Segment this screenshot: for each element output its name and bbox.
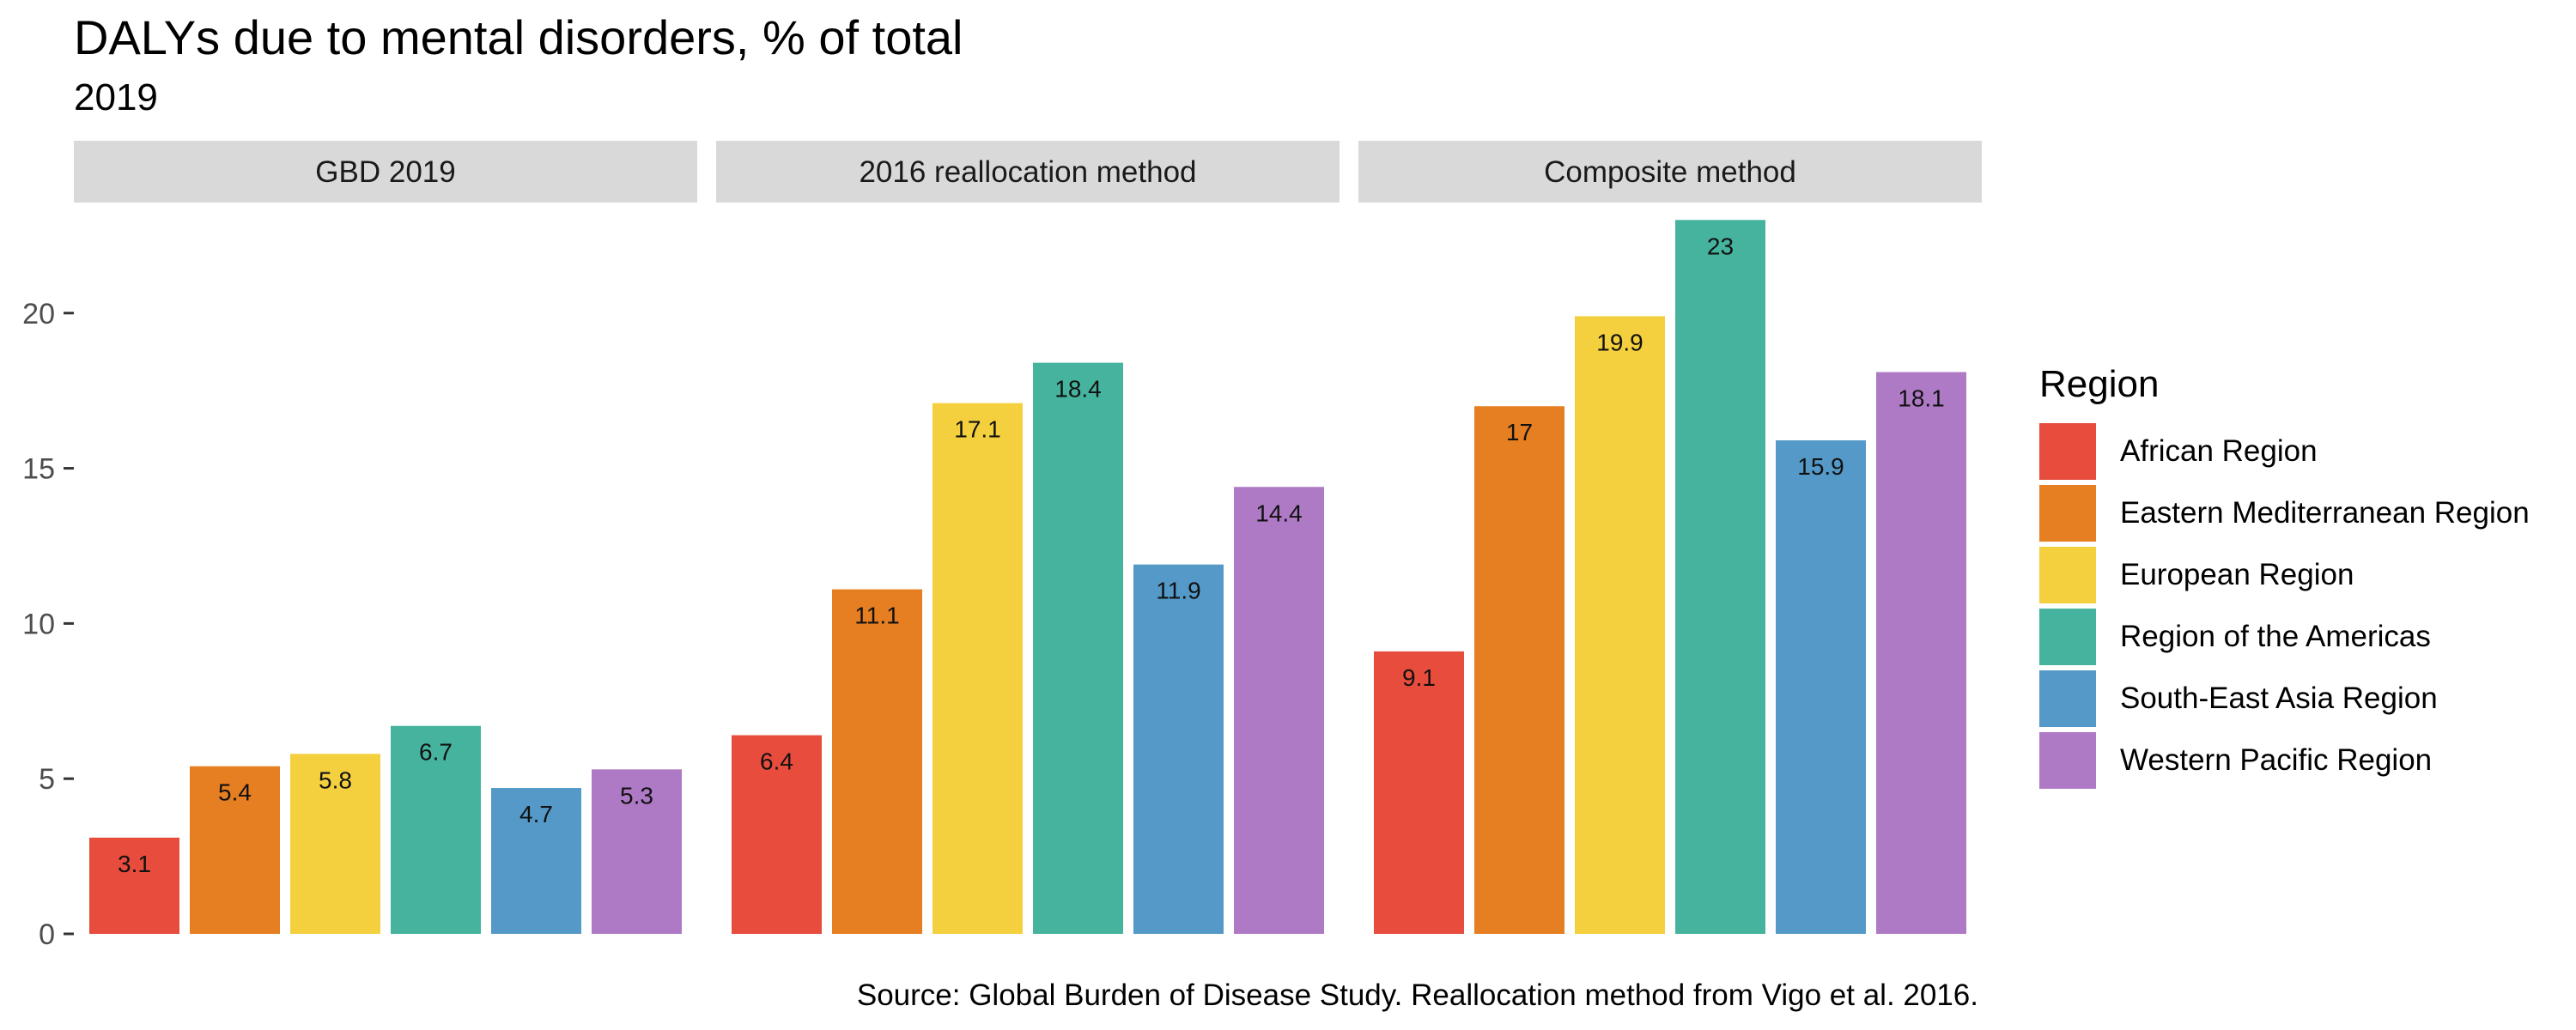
bar bbox=[1374, 651, 1464, 934]
data-label: 19.9 bbox=[1596, 329, 1643, 355]
legend-items: African Region Eastern Mediterranean Regi… bbox=[2039, 421, 2530, 791]
legend: Region African Region Eastern Mediterrane… bbox=[2039, 360, 2530, 791]
legend-label: Western Pacific Region bbox=[2120, 743, 2433, 777]
legend-label: Eastern Mediterranean Region bbox=[2120, 496, 2530, 530]
data-label: 17 bbox=[1506, 419, 1533, 445]
data-label: 14.4 bbox=[1255, 500, 1303, 526]
legend-key bbox=[2039, 609, 2096, 665]
bar bbox=[1575, 316, 1665, 935]
facet-label: 2016 reallocation method bbox=[859, 155, 1196, 189]
legend-item: Region of the Americas bbox=[2039, 606, 2530, 668]
bar bbox=[832, 589, 922, 934]
legend-item: South-East Asia Region bbox=[2039, 668, 2530, 730]
facet-label: Composite method bbox=[1544, 155, 1796, 189]
facet-strip bbox=[716, 141, 1340, 203]
bar bbox=[1033, 362, 1123, 934]
bar bbox=[1474, 406, 1564, 934]
bar bbox=[1675, 220, 1765, 934]
data-label: 11.9 bbox=[1156, 578, 1200, 604]
bar bbox=[190, 766, 280, 934]
y-tick-label: 20 bbox=[22, 298, 55, 330]
legend-label: European Region bbox=[2120, 558, 2354, 591]
data-label: 5.8 bbox=[319, 766, 352, 793]
y-tick-label: 15 bbox=[22, 453, 55, 486]
bar-chart: 0 5 10 15 20 GBD 2019 3.1 5.4 5.8 6.7 4.7 5.3 2016 r… bbox=[22, 141, 1982, 951]
data-label: 6.7 bbox=[419, 739, 453, 766]
legend-label: Region of the Americas bbox=[2120, 620, 2431, 653]
bar bbox=[391, 725, 481, 934]
data-label: 11.1 bbox=[854, 603, 899, 629]
legend-label: African Region bbox=[2120, 434, 2318, 468]
legend-key bbox=[2039, 485, 2096, 542]
legend-key bbox=[2039, 547, 2096, 603]
chart-title: DALYs due to mental disorders, % of tota… bbox=[74, 10, 963, 64]
bar bbox=[1133, 564, 1224, 934]
bar bbox=[1776, 440, 1866, 934]
legend-key bbox=[2039, 423, 2096, 480]
data-label: 6.4 bbox=[760, 748, 793, 775]
y-tick-label: 0 bbox=[39, 918, 55, 951]
source-caption: Source: Global Burden of Disease Study. … bbox=[856, 978, 1978, 1012]
y-tick-label: 5 bbox=[39, 763, 55, 796]
facet-label: GBD 2019 bbox=[315, 155, 455, 189]
data-label: 9.1 bbox=[1402, 664, 1436, 691]
data-label: 23 bbox=[1707, 233, 1734, 259]
legend-item: European Region bbox=[2039, 544, 2530, 606]
legend-key bbox=[2039, 670, 2096, 727]
bar bbox=[491, 788, 581, 934]
data-label: 15.9 bbox=[1797, 453, 1844, 480]
bar bbox=[732, 735, 822, 934]
data-label: 5.4 bbox=[218, 779, 252, 806]
data-label: 18.1 bbox=[1898, 385, 1945, 411]
legend-item: African Region bbox=[2039, 421, 2530, 482]
facet-strip bbox=[74, 141, 697, 203]
bar bbox=[592, 769, 682, 934]
data-label: 5.3 bbox=[620, 782, 653, 809]
bar bbox=[1234, 487, 1324, 934]
data-label: 3.1 bbox=[118, 851, 151, 877]
data-label: 18.4 bbox=[1054, 376, 1102, 403]
legend-item: Eastern Mediterranean Region bbox=[2039, 482, 2530, 544]
bar bbox=[290, 754, 380, 934]
legend-key bbox=[2039, 732, 2096, 789]
legend-label: South-East Asia Region bbox=[2120, 682, 2438, 715]
bar bbox=[1876, 372, 1966, 935]
data-label: 17.1 bbox=[954, 416, 1001, 443]
bar bbox=[89, 837, 179, 934]
legend-title: Region bbox=[2039, 363, 2160, 405]
facet-strip bbox=[1358, 141, 1982, 203]
legend-item: Western Pacific Region bbox=[2039, 730, 2530, 791]
chart-subtitle: 2019 bbox=[74, 76, 158, 118]
data-label: 4.7 bbox=[519, 801, 553, 827]
bar bbox=[933, 403, 1023, 934]
y-tick-label: 10 bbox=[22, 608, 55, 640]
